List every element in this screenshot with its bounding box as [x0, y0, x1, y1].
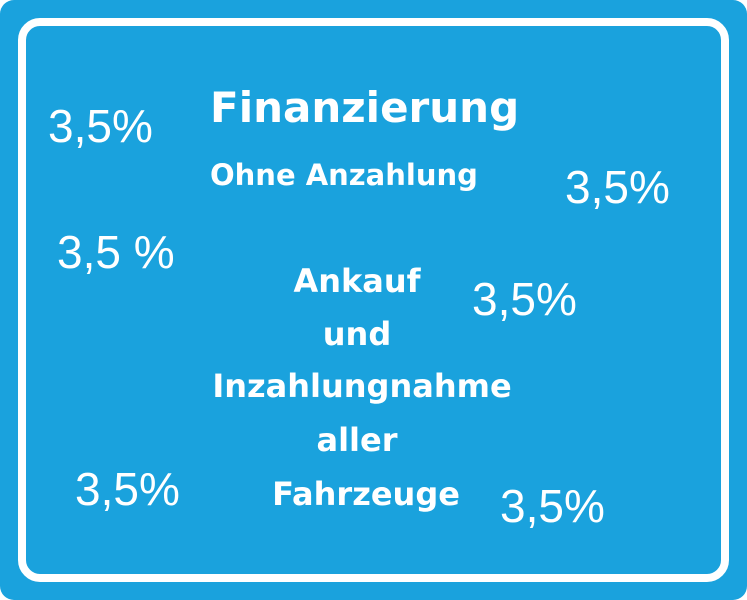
subtitle: Ohne Anzahlung: [210, 158, 478, 192]
service-line: Fahrzeuge: [272, 475, 460, 513]
rate-label: 3,5%: [565, 161, 670, 213]
rate-label: 3,5 %: [57, 226, 175, 278]
service-line: aller: [316, 421, 397, 459]
sign-border: [18, 18, 729, 582]
rate-label: 3,5%: [48, 100, 153, 152]
rate-label: 3,5%: [75, 463, 180, 515]
rate-label: 3,5%: [500, 480, 605, 532]
rate-label: 3,5%: [472, 273, 577, 325]
service-line: Inzahlungnahme: [212, 367, 511, 405]
title: Finanzierung: [210, 83, 519, 132]
service-line: Ankauf: [293, 262, 421, 300]
service-line: und: [323, 315, 391, 353]
